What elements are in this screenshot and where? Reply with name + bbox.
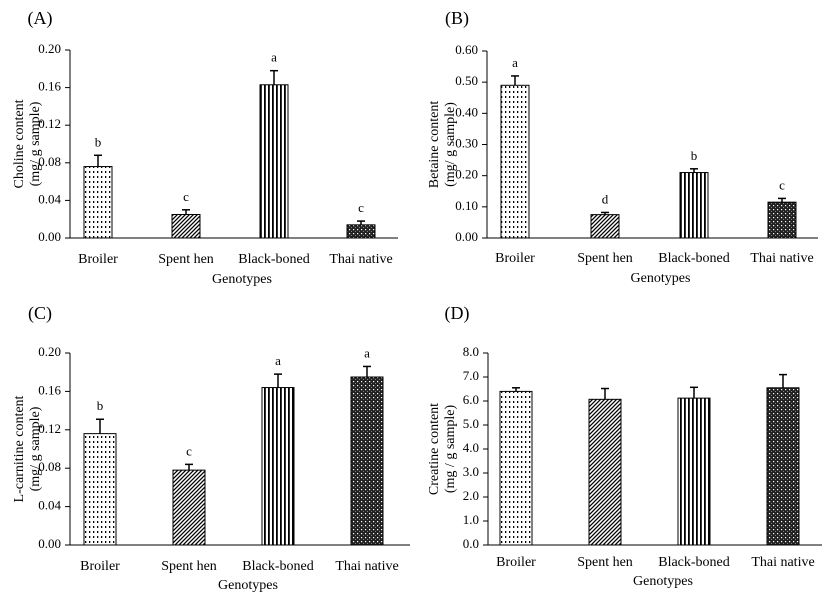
chart-panel-2: (B) 0.00 0.10 0.20 0.30 0.40 0.50 0.60 Betaine c… — [427, 8, 818, 286]
y-tick-label: 3.0 — [463, 464, 479, 479]
x-axis-title: Genotypes — [212, 272, 272, 287]
y-tick-label: 5.0 — [463, 416, 479, 431]
significance-letter: a — [271, 50, 277, 65]
y-tick-label: 4.0 — [463, 440, 479, 455]
significance-letter: b — [691, 148, 698, 163]
y-tick-label: 0.00 — [455, 229, 478, 244]
y-tick-label: 0.16 — [38, 79, 61, 94]
x-category-label: Broiler — [78, 252, 118, 267]
bar-broiler — [499, 390, 533, 546]
panel-label: (A) — [28, 8, 53, 29]
y-tick-label: 0.12 — [38, 421, 61, 436]
y-tick-label: 8.0 — [463, 344, 479, 359]
x-category-label: Broiler — [80, 559, 120, 574]
x-axis-title: Genotypes — [218, 578, 278, 593]
y-axis-title-line1: L-carnitine content — [12, 395, 27, 502]
x-category-label: Broiler — [496, 555, 536, 570]
y-tick-label: 0.30 — [455, 135, 478, 150]
x-category-label: Thai native — [329, 252, 392, 267]
y-axis-title: L-carnitine content(mg/ g sample) — [12, 395, 43, 502]
y-tick-label: 0.20 — [38, 344, 61, 359]
y-axis-title-line2: (mg/ g sample) — [28, 406, 43, 491]
bar-black-boned — [679, 172, 709, 239]
x-category-label: Black-boned — [658, 555, 730, 570]
x-category-label: Black-boned — [658, 251, 730, 266]
y-tick-label: 0.08 — [38, 459, 61, 474]
bar-thai-native — [767, 201, 797, 239]
y-tick-label: 0.00 — [38, 229, 61, 244]
y-tick-label: 1.0 — [463, 512, 479, 527]
y-tick-label: 0.60 — [455, 42, 478, 57]
significance-letter: a — [364, 345, 370, 360]
bar-thai-native — [350, 376, 384, 546]
bar-broiler — [83, 166, 113, 239]
bar-spent-hen — [588, 398, 622, 546]
bar-black-boned — [261, 387, 295, 546]
y-axis-title-line2: (mg/ g sample) — [28, 101, 43, 186]
y-axis-title-line1: Creatine content — [427, 403, 442, 495]
bar-broiler — [83, 433, 117, 546]
panel-label: (B) — [445, 8, 469, 29]
chart-panel-3: (C) 0.00 0.04 0.08 0.12 0.16 0.20 L-carnitine c… — [12, 303, 410, 593]
bar-thai-native — [766, 387, 800, 546]
x-category-label: Thai native — [335, 559, 398, 574]
x-category-label: Thai native — [751, 555, 814, 570]
x-axis-title: Genotypes — [633, 574, 693, 589]
panel-label: (D) — [445, 303, 470, 324]
y-tick-label: 0.08 — [38, 154, 61, 169]
bar-spent-hen — [172, 469, 206, 546]
significance-letter: b — [97, 398, 104, 413]
y-axis-title-line1: Choline content — [12, 99, 27, 188]
x-category-label: Spent hen — [158, 252, 214, 267]
x-category-label: Black-boned — [242, 559, 314, 574]
x-category-label: Spent hen — [577, 251, 633, 266]
y-axis-title-line1: Betaine content — [427, 101, 442, 189]
y-tick-label: 0.50 — [455, 73, 478, 88]
x-category-label: Spent hen — [577, 555, 633, 570]
bar-black-boned — [677, 397, 711, 546]
y-tick-label: 0.04 — [38, 498, 61, 513]
y-tick-label: 0.12 — [38, 116, 61, 131]
x-axis-title: Genotypes — [631, 271, 691, 286]
y-tick-label: 7.0 — [463, 368, 479, 383]
significance-letter: c — [183, 189, 189, 204]
y-axis-title-line2: (mg / g sample) — [443, 405, 458, 494]
significance-letter: c — [779, 177, 785, 192]
y-tick-label: 0.20 — [455, 167, 478, 182]
bar-spent-hen — [590, 214, 620, 239]
y-tick-label: 0.16 — [38, 382, 61, 397]
significance-letter: a — [275, 353, 281, 368]
y-tick-label: 0.00 — [38, 536, 61, 551]
significance-letter: a — [512, 55, 518, 70]
y-tick-label: 2.0 — [463, 488, 479, 503]
y-tick-label: 0.0 — [463, 536, 479, 551]
y-tick-label: 6.0 — [463, 392, 479, 407]
x-category-label: Spent hen — [161, 559, 217, 574]
y-axis-title-line2: (mg/ g sample) — [443, 102, 458, 187]
x-category-label: Broiler — [495, 251, 535, 266]
y-axis-title: Creatine content(mg / g sample) — [427, 403, 458, 495]
x-category-label: Black-boned — [238, 252, 310, 267]
y-tick-label: 0.40 — [455, 104, 478, 119]
y-axis-title: Betaine content(mg/ g sample) — [427, 101, 458, 189]
significance-letter: d — [602, 191, 609, 206]
significance-letter: c — [358, 200, 364, 215]
bar-black-boned — [259, 84, 289, 239]
y-tick-label: 0.20 — [38, 41, 61, 56]
x-category-label: Thai native — [750, 251, 813, 266]
significance-letter: b — [95, 134, 102, 149]
chart-panel-4: (D) 0.0 1.0 2.0 3.0 4.0 5.0 6.0 7.0 8.0 Creatine c… — [427, 303, 822, 589]
significance-letter: c — [186, 443, 192, 458]
chart-panel-1: (A) 0.00 0.04 0.08 0.12 0.16 0.20 Choline conte… — [12, 8, 398, 287]
y-tick-label: 0.10 — [455, 198, 478, 213]
panel-label: (C) — [28, 303, 52, 324]
y-tick-label: 0.04 — [38, 191, 61, 206]
y-axis-title: Choline content(mg/ g sample) — [12, 99, 43, 188]
bar-thai-native — [346, 224, 376, 239]
bar-spent-hen — [171, 214, 201, 239]
bar-broiler — [500, 84, 530, 239]
